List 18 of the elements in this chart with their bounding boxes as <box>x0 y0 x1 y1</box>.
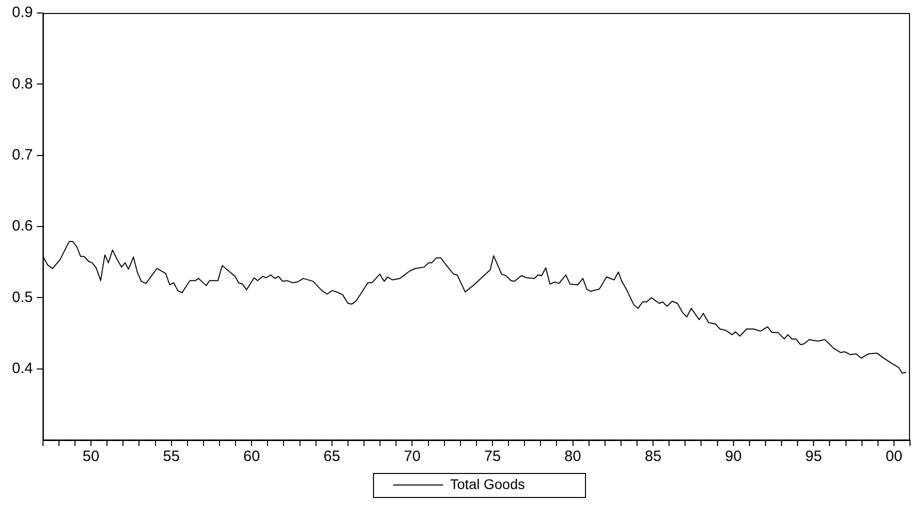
x-tick-label: 55 <box>162 448 180 466</box>
x-tick-label: 95 <box>805 448 822 466</box>
x-tick-label: 80 <box>564 448 582 466</box>
x-tick-label: 50 <box>82 448 100 466</box>
x-tick-label: 85 <box>644 448 662 466</box>
x-tick-label: 65 <box>324 448 340 466</box>
y-tick-label: 0.9 <box>12 4 33 22</box>
y-tick-label: 0.6 <box>12 218 33 235</box>
x-tick-label: 60 <box>243 448 260 466</box>
x-tick-label: 90 <box>725 448 742 466</box>
x-tick-label: 70 <box>404 448 421 466</box>
x-tick-label: 00 <box>886 448 902 466</box>
y-tick-label: 0.7 <box>12 146 33 164</box>
y-tick-label: 0.5 <box>12 288 33 306</box>
y-tick-label: 0.8 <box>12 75 33 92</box>
x-tick-label: 75 <box>484 448 501 466</box>
y-tick-label: 0.4 <box>12 360 33 377</box>
legend-label: Total Goods <box>450 476 525 492</box>
